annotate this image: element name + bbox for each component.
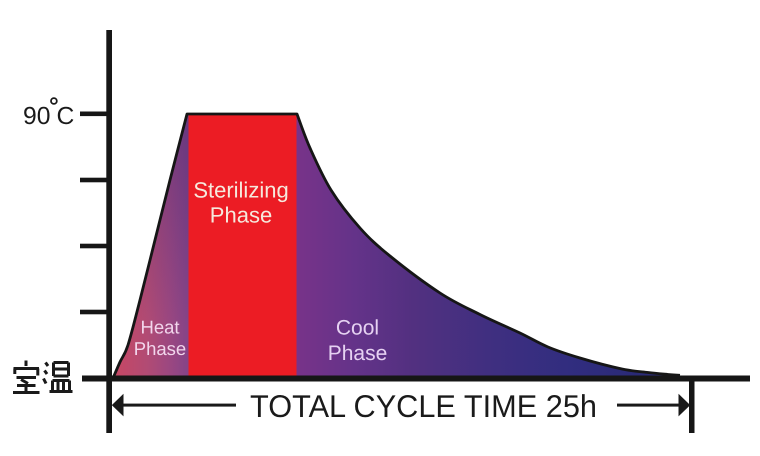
- svg-text:Cool: Cool: [336, 317, 379, 340]
- svg-text:Phase: Phase: [210, 203, 272, 228]
- svg-text:Phase: Phase: [328, 342, 388, 365]
- svg-text:Sterilizing: Sterilizing: [193, 178, 288, 203]
- svg-text:TOTAL CYCLE TIME 25h: TOTAL CYCLE TIME 25h: [250, 388, 597, 424]
- svg-text:90: 90: [23, 103, 50, 130]
- svg-text:Phase: Phase: [134, 338, 186, 359]
- svg-text:Heat: Heat: [140, 317, 179, 338]
- svg-text:C: C: [57, 103, 75, 130]
